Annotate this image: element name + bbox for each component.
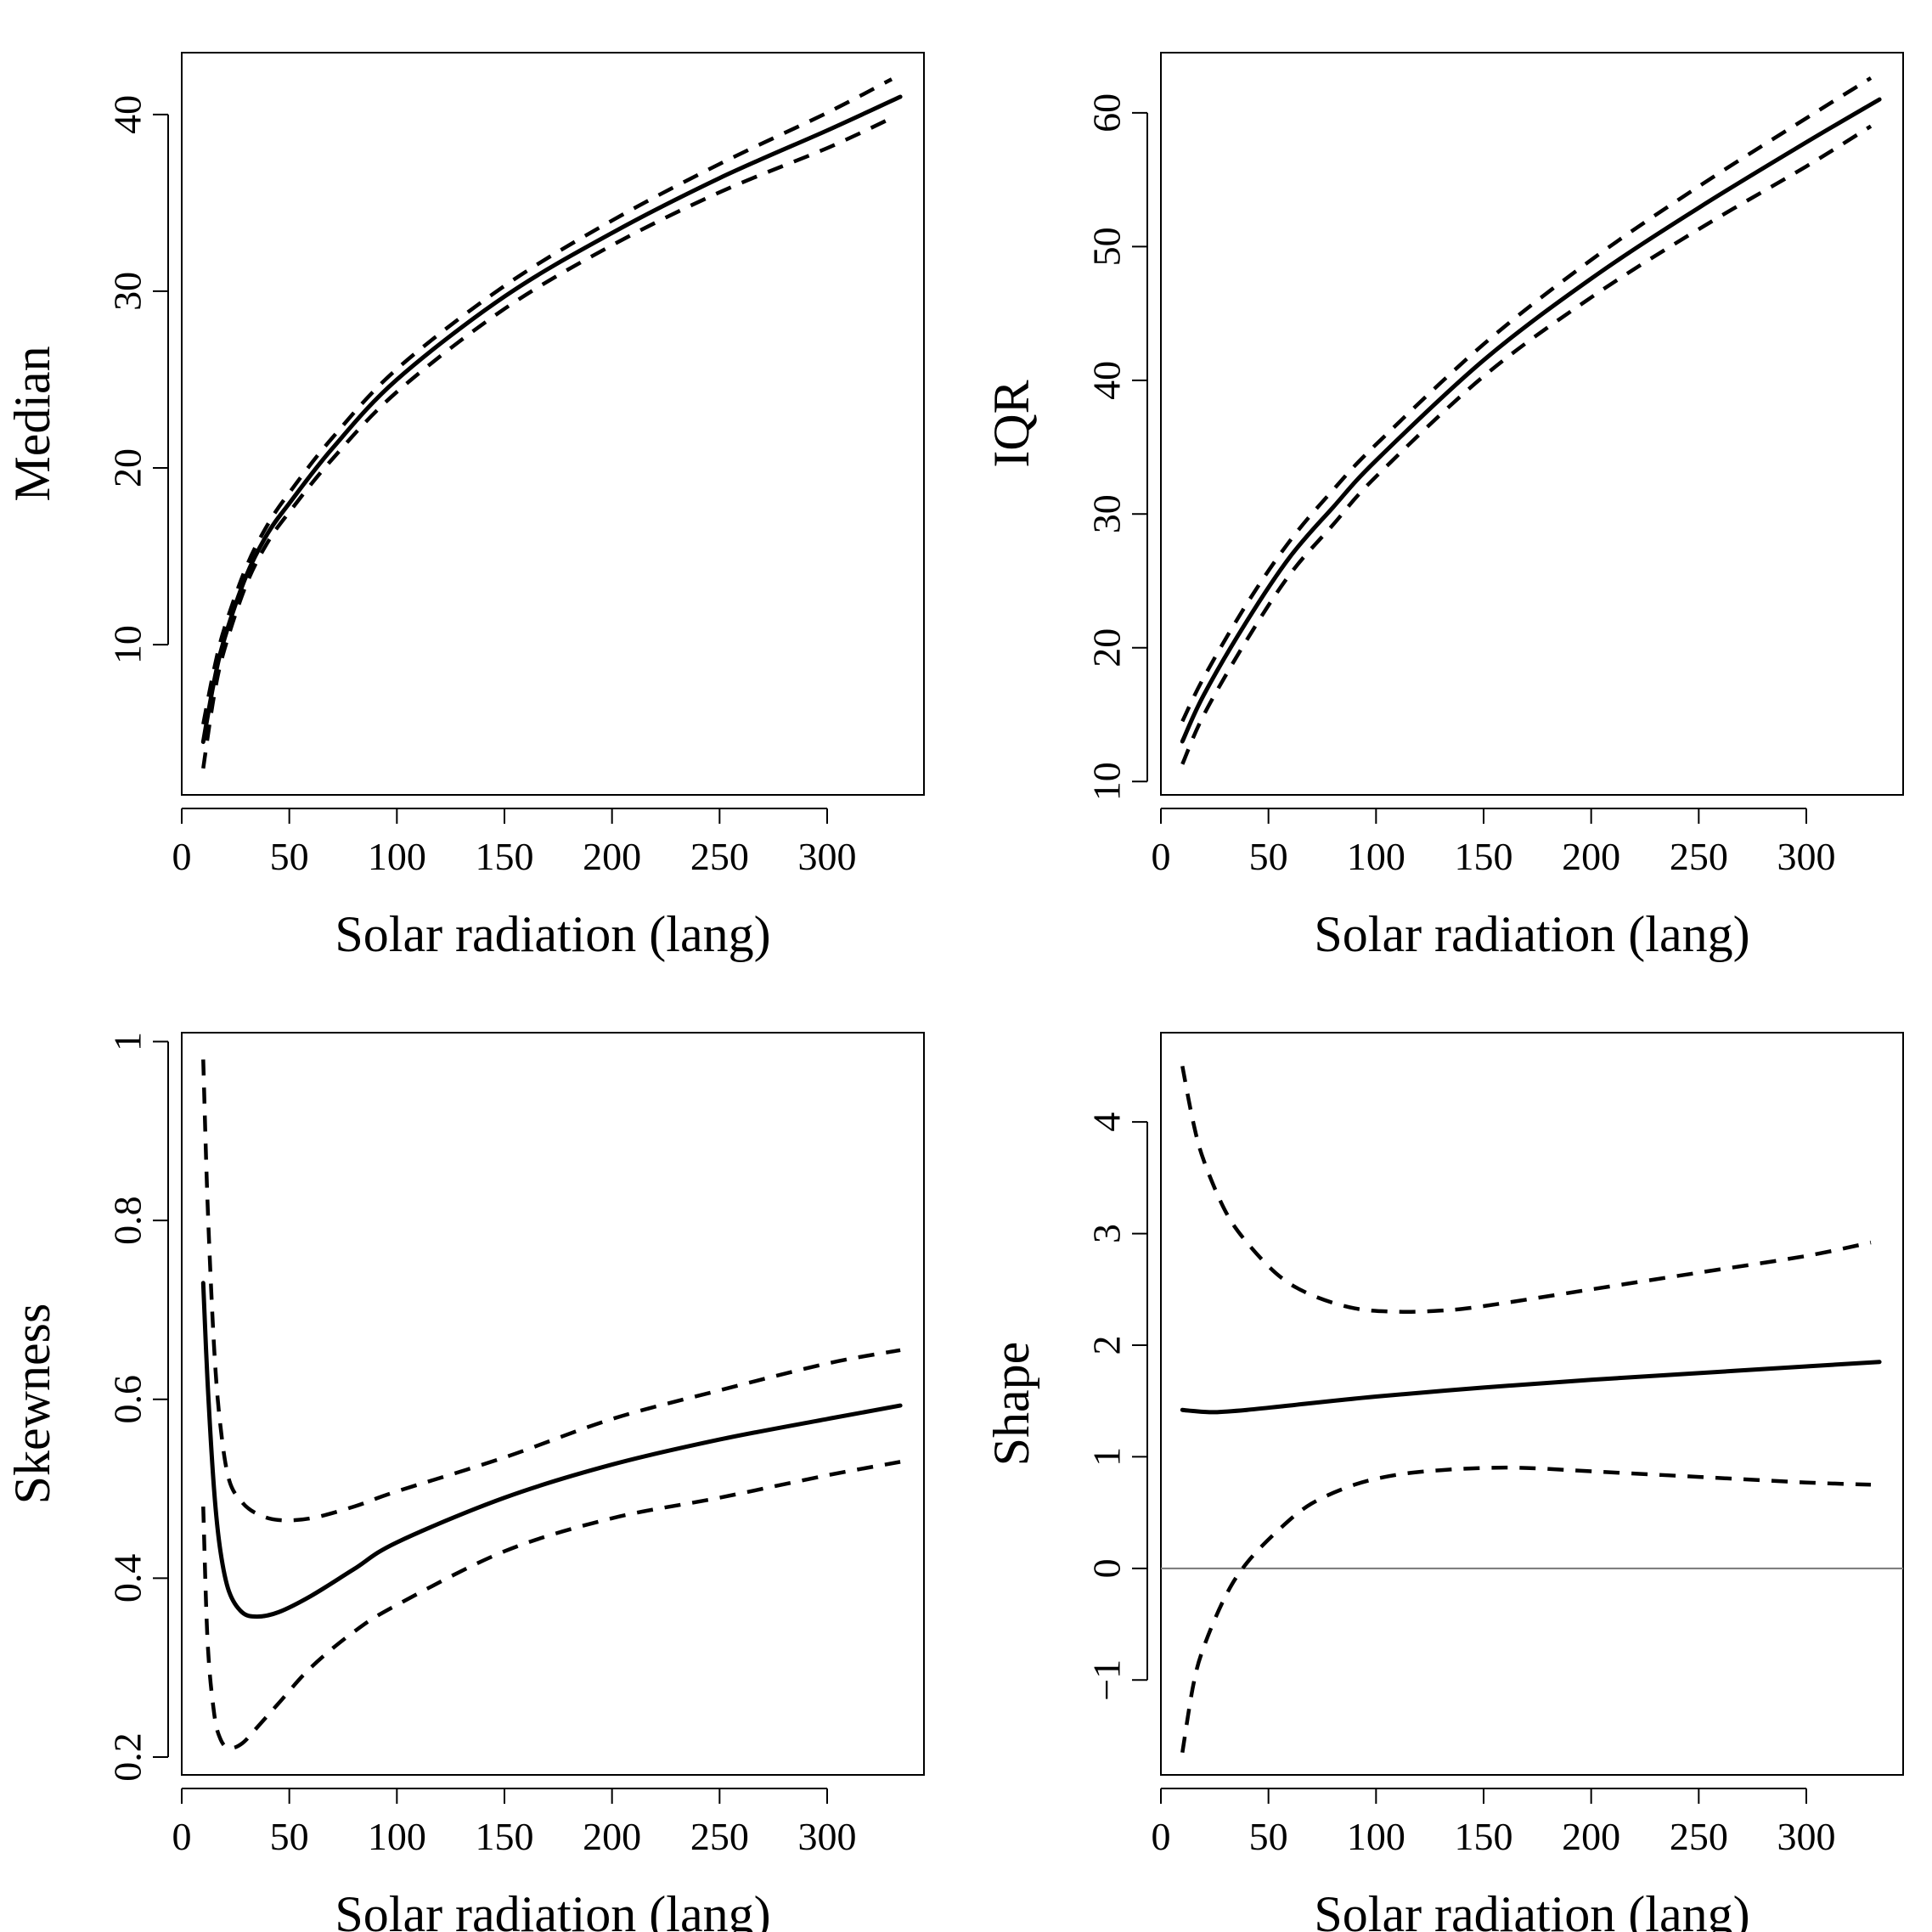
x-tick-label: 250	[690, 835, 749, 878]
x-tick-label: 200	[583, 1815, 641, 1858]
x-axis-title: Solar radiation (lang)	[335, 906, 770, 962]
upper-confidence-band-line	[201, 1059, 901, 1523]
y-tick-label: 20	[1085, 628, 1129, 667]
x-tick-label: 0	[172, 835, 192, 878]
y-tick-label: 20	[106, 448, 149, 487]
x-tick-label: 50	[270, 1815, 309, 1858]
y-tick-label: 3	[1085, 1224, 1129, 1243]
x-tick-label: 250	[690, 1815, 749, 1858]
lower-confidence-band-line	[1180, 1465, 1872, 1754]
skewness-panel: 0 50 100 150 200 250 300 Solar radiation (lang)…	[4, 1032, 925, 1932]
lower-confidence-band-line	[1180, 124, 1873, 765]
y-axis-title: Median	[4, 346, 60, 501]
x-tick-label: 200	[583, 835, 641, 878]
lower-confidence-band-line	[201, 115, 893, 769]
x-tick-label: 300	[1777, 1815, 1836, 1858]
y-tick-label: 1	[1085, 1447, 1129, 1467]
x-tick-label: 250	[1670, 1815, 1728, 1858]
x-tick-label: 200	[1562, 1815, 1620, 1858]
x-tick-label: 300	[1777, 835, 1836, 878]
x-tick-label: 50	[270, 835, 309, 878]
plot-frame	[181, 1032, 925, 1776]
x-tick-label: 100	[368, 835, 426, 878]
x-tick-label: 0	[1152, 835, 1171, 878]
iqr-panel: 0 50 100 150 200 250 300 Solar radiation (lang)…	[983, 52, 1904, 962]
y-tick-label: −1	[1085, 1659, 1129, 1701]
y-tick-label: 0	[1085, 1558, 1129, 1578]
y-tick-label: 1	[106, 1032, 149, 1051]
x-tick-label: 300	[798, 1815, 857, 1858]
x-tick-label: 0	[172, 1815, 192, 1858]
x-tick-label: 150	[1455, 1815, 1513, 1858]
y-axis-title: IQR	[983, 380, 1039, 467]
upper-confidence-band-line	[201, 77, 893, 725]
y-tick-label: 10	[106, 625, 149, 664]
plot-frame	[181, 52, 925, 796]
x-tick-label: 150	[1455, 835, 1513, 878]
x-tick-label: 0	[1152, 1815, 1171, 1858]
x-tick-label: 150	[476, 835, 534, 878]
x-axis-title: Solar radiation (lang)	[1314, 906, 1749, 962]
estimate-line	[1180, 1360, 1882, 1415]
y-tick-label: 0.2	[106, 1732, 149, 1782]
y-axis-title: Shape	[983, 1342, 1039, 1467]
y-tick-label: 0.6	[106, 1375, 149, 1424]
x-tick-label: 200	[1562, 835, 1620, 878]
upper-confidence-band-line	[1180, 76, 1873, 723]
y-tick-label: 40	[106, 95, 149, 134]
x-tick-label: 100	[368, 1815, 426, 1858]
y-tick-label: 50	[1085, 227, 1129, 266]
x-tick-label: 100	[1347, 1815, 1405, 1858]
y-tick-label: 40	[1085, 361, 1129, 400]
x-tick-label: 50	[1249, 835, 1288, 878]
estimate-line	[200, 94, 903, 745]
y-tick-label: 60	[1085, 93, 1129, 132]
x-tick-label: 150	[476, 1815, 534, 1858]
x-tick-label: 100	[1347, 835, 1405, 878]
y-tick-label: 0.8	[106, 1196, 149, 1245]
y-tick-label: 30	[1085, 494, 1129, 533]
y-axis-title: Skewness	[4, 1304, 60, 1505]
y-tick-label: 10	[1085, 762, 1129, 801]
y-tick-label: 30	[106, 272, 149, 311]
y-tick-label: 0.4	[106, 1554, 149, 1603]
estimate-line	[1180, 97, 1882, 744]
x-tick-label: 300	[798, 835, 857, 878]
median-panel: 0 50 100 150 200 250 300 Solar radiation (lang)…	[4, 52, 925, 962]
shape-panel: 0 50 100 150 200 250 300 Solar radiation (lang)…	[983, 1032, 1904, 1932]
y-tick-label: 2	[1085, 1336, 1129, 1355]
estimate-line	[200, 1281, 903, 1619]
plot-frame	[1160, 52, 1904, 796]
y-tick-label: 4	[1085, 1112, 1129, 1132]
x-axis-title: Solar radiation (lang)	[335, 1886, 770, 1932]
plot-frame	[1160, 1032, 1904, 1776]
lower-confidence-band-line	[201, 1460, 901, 1750]
upper-confidence-band-line	[1180, 1065, 1872, 1314]
x-axis-title: Solar radiation (lang)	[1314, 1886, 1749, 1932]
x-tick-label: 50	[1249, 1815, 1288, 1858]
x-tick-label: 250	[1670, 835, 1728, 878]
